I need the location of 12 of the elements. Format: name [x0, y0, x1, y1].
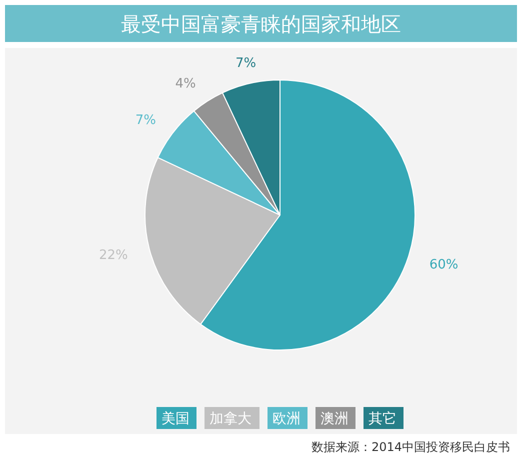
- data-label: 7%: [235, 56, 256, 71]
- legend-label: 美国: [162, 411, 190, 427]
- legend-label: 澳洲: [320, 411, 348, 427]
- data-label: 60%: [429, 258, 458, 273]
- data-label: 7%: [135, 112, 156, 128]
- source-note: 数据来源：2014中国投资移民白皮书: [311, 440, 510, 454]
- legend-item: 加拿大: [204, 407, 260, 429]
- legend-label: 欧洲: [272, 411, 300, 427]
- legend-label: 加拿大: [210, 411, 252, 427]
- chart-title: 最受中国富豪青睐的国家和地区: [121, 12, 401, 36]
- data-label: 4%: [175, 76, 196, 92]
- legend-label: 其它: [368, 411, 396, 427]
